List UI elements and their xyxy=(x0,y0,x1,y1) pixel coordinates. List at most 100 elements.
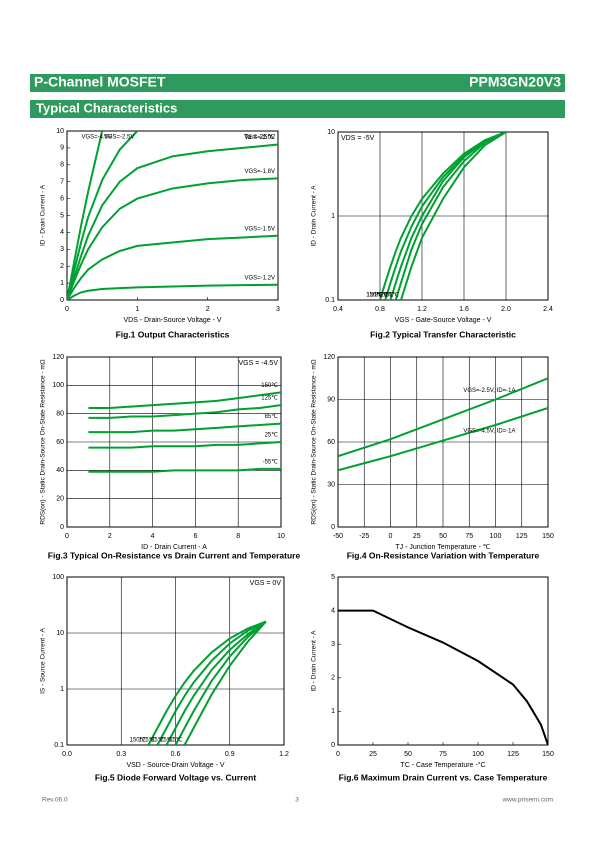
x-tick-label: 3 xyxy=(276,306,280,313)
y-tick-label: 3 xyxy=(331,641,335,648)
x-tick-label: 0.4 xyxy=(333,306,343,313)
series-label: 85℃ xyxy=(151,738,165,744)
series-label: 125℃ xyxy=(139,738,156,744)
y-axis-label: ID - Drain Current - A xyxy=(40,184,47,246)
x-tick-label: 0.0 xyxy=(62,751,72,758)
y-tick-label: 4 xyxy=(331,607,335,614)
x-tick-label: 100 xyxy=(472,751,484,758)
x-tick-label: 150 xyxy=(542,751,554,758)
y-tick-label: 9 xyxy=(60,145,64,152)
data-line xyxy=(379,132,507,300)
website: www.prisemi.com xyxy=(501,797,553,804)
data-line xyxy=(67,234,278,300)
plot-frame xyxy=(337,576,549,746)
series-label: VGS=-4.5V, ID=-1A xyxy=(463,429,515,435)
series-label: VGS=-2.5V xyxy=(104,135,135,141)
x-tick-label: 100 xyxy=(490,533,502,540)
page-number: 3 xyxy=(295,797,299,804)
x-tick-label: 50 xyxy=(439,533,447,540)
y-tick-label: 7 xyxy=(60,179,64,186)
x-axis-label: VGS - Gate-Source Voltage - V xyxy=(395,317,492,324)
caption: Fig.3 Typical On-Resistance vs Drain Cur… xyxy=(48,550,301,560)
y-tick-label: 80 xyxy=(56,411,64,418)
y-axis-label: RDS(on) - Static Drain-Source On-State R… xyxy=(311,359,318,524)
x-axis-label: TJ - Junction Temperature - ℃ xyxy=(395,544,490,551)
y-tick-label: 40 xyxy=(56,467,64,474)
series-label: 150℃ xyxy=(130,738,147,744)
series-label: VGS=-2.5V, ID=-1A xyxy=(463,388,515,394)
x-tick-label: 150 xyxy=(542,533,554,540)
plot-frame xyxy=(337,131,549,301)
data-line xyxy=(88,404,281,419)
data-line xyxy=(338,377,548,458)
caption: Fig.1 Output Characteristics xyxy=(116,329,230,339)
series-label: 150℃ xyxy=(261,383,278,389)
header-title: P-Channel MOSFET xyxy=(34,74,166,90)
x-tick-label: 0 xyxy=(389,533,393,540)
x-tick-label: 1.2 xyxy=(417,306,427,313)
series-label: 85℃ xyxy=(265,414,279,420)
caption: Fig.6 Maximum Drain Current vs. Case Tem… xyxy=(339,772,548,782)
data-line xyxy=(67,131,139,300)
series-label: VGS=-1.8V xyxy=(244,169,275,175)
section-bar xyxy=(30,100,565,118)
y-tick-label: 30 xyxy=(327,481,335,488)
x-tick-label: 0.3 xyxy=(116,751,126,758)
y-tick-label: 0.1 xyxy=(54,742,64,749)
y-tick-label: 60 xyxy=(327,439,335,446)
x-tick-label: 50 xyxy=(404,751,412,758)
annotation: VGS = 0V xyxy=(250,580,282,587)
series-label: -55℃ xyxy=(263,459,279,465)
data-line xyxy=(67,283,278,300)
data-line xyxy=(400,132,507,300)
series-label: VGS=-2.0V xyxy=(244,135,275,141)
y-axis-label: ID - Drain Current - A xyxy=(311,185,318,247)
x-tick-label: 25 xyxy=(369,751,377,758)
x-tick-label: 25 xyxy=(413,533,421,540)
y-tick-label: 5 xyxy=(60,212,64,219)
data-line xyxy=(338,609,548,745)
series-label: 150℃ xyxy=(366,293,383,299)
part-number: PPM3GN20V3 xyxy=(469,74,561,90)
series-label: VGS=-1.2V xyxy=(244,275,275,281)
x-tick-label: 1.2 xyxy=(279,751,289,758)
x-tick-label: 1 xyxy=(135,306,139,313)
y-tick-label: 20 xyxy=(56,496,64,503)
x-tick-label: 4 xyxy=(151,533,155,540)
data-line xyxy=(183,620,267,745)
y-tick-label: 0 xyxy=(60,297,64,304)
x-axis-label: TC - Case Temperature -°C xyxy=(400,761,485,769)
y-axis-label: RDS(on) - Static Drain-Source On-State R… xyxy=(40,359,47,524)
y-tick-label: 4 xyxy=(60,229,64,236)
x-tick-label: 8 xyxy=(236,533,240,540)
y-tick-label: 10 xyxy=(56,128,64,135)
x-axis-label: ID - Drain Current - A xyxy=(141,544,207,551)
y-tick-label: 10 xyxy=(327,129,335,136)
x-tick-label: 125 xyxy=(516,533,528,540)
y-tick-label: 0 xyxy=(331,524,335,531)
section-title: Typical Characteristics xyxy=(36,100,177,115)
y-tick-label: 60 xyxy=(56,439,64,446)
x-tick-label: 0.6 xyxy=(171,751,181,758)
series-label: 125℃ xyxy=(367,293,384,299)
y-tick-label: 100 xyxy=(52,382,64,389)
x-tick-label: 10 xyxy=(277,533,285,540)
caption: Fig.5 Diode Forward Voltage vs. Current xyxy=(95,772,257,782)
data-line xyxy=(88,422,281,434)
series-label: 125℃ xyxy=(261,396,278,402)
plot-frame xyxy=(66,130,279,301)
data-line xyxy=(174,620,267,745)
y-tick-label: 0 xyxy=(331,742,335,749)
data-line xyxy=(67,143,278,300)
y-tick-label: 10 xyxy=(56,630,64,637)
y-axis-label: ID - Drain Current - A xyxy=(311,630,318,692)
series-label: 25℃ xyxy=(380,293,394,299)
series-label: -55℃ xyxy=(384,293,400,299)
x-tick-label: 2.4 xyxy=(543,306,553,313)
y-axis-label: IS - Source Current - A xyxy=(40,627,47,693)
data-line xyxy=(67,177,278,300)
data-line xyxy=(338,407,548,472)
x-tick-label: 75 xyxy=(439,751,447,758)
y-tick-label: 3 xyxy=(60,246,64,253)
y-tick-label: 1 xyxy=(60,280,64,287)
